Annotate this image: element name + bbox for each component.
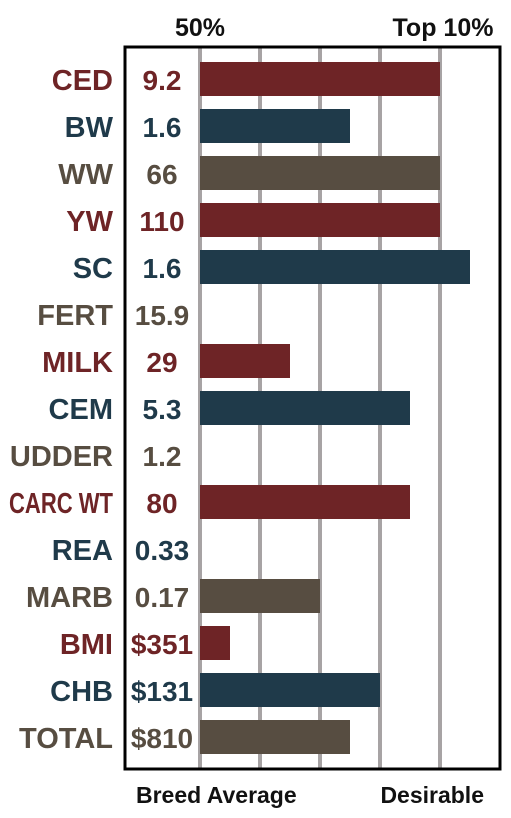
bottom-label-desirable: Desirable [380,782,484,808]
trait-label-milk: MILK [42,347,113,379]
value-label-fert: 15.9 [135,300,190,331]
trait-label-cem: CEM [49,394,113,426]
value-label-chb: $131 [131,676,193,707]
bar-sc [200,250,470,284]
trait-label-bw: BW [65,112,114,144]
value-label-ced: 9.2 [143,65,182,96]
trait-label-chb: CHB [50,676,113,708]
bar-total [200,720,350,754]
trait-label-carc-wt: CARC WT [9,488,113,520]
bottom-label-breed-average: Breed Average [136,782,297,808]
trait-label-ww: WW [58,159,113,191]
value-label-ww: 66 [146,159,177,190]
bar-chb [200,673,380,707]
value-label-carc-wt: 80 [146,488,177,519]
trait-label-rea: REA [52,535,113,567]
trait-label-total: TOTAL [19,723,113,755]
trait-label-bmi: BMI [60,629,113,661]
value-label-udder: 1.2 [143,441,182,472]
value-label-bw: 1.6 [143,112,182,143]
chart-frame [123,45,502,771]
bar-ced [200,62,440,96]
value-label-marb: 0.17 [135,582,190,613]
trait-label-sc: SC [73,253,113,285]
value-label-milk: 29 [146,347,177,378]
value-label-cem: 5.3 [143,394,182,425]
bars [200,62,470,754]
trait-label-marb: MARB [26,582,113,614]
value-label-bmi: $351 [131,629,193,660]
trait-label-ced: CED [52,65,113,97]
bar-bw [200,109,350,143]
value-label-sc: 1.6 [143,253,182,284]
top-label-50-percent: 50% [175,14,225,42]
bar-milk [200,344,290,378]
bar-marb [200,579,320,613]
bar-carc-wt [200,485,410,519]
value-label-total: $810 [131,723,193,754]
bar-bmi [200,626,230,660]
top-label-top-10-percent: Top 10% [393,14,494,42]
bar-yw [200,203,440,237]
trait-label-udder: UDDER [10,441,113,473]
value-label-yw: 110 [139,206,184,237]
bar-cem [200,391,410,425]
row-labels: CED 9.2 BW 1.6 WW 66 YW 110 SC 1.6 FERT 15.9 MILK 29 C… [9,65,193,755]
trait-label-yw: YW [66,206,113,238]
bar-ww [200,156,440,190]
trait-label-fert: FERT [37,300,113,332]
value-label-rea: 0.33 [135,535,190,566]
